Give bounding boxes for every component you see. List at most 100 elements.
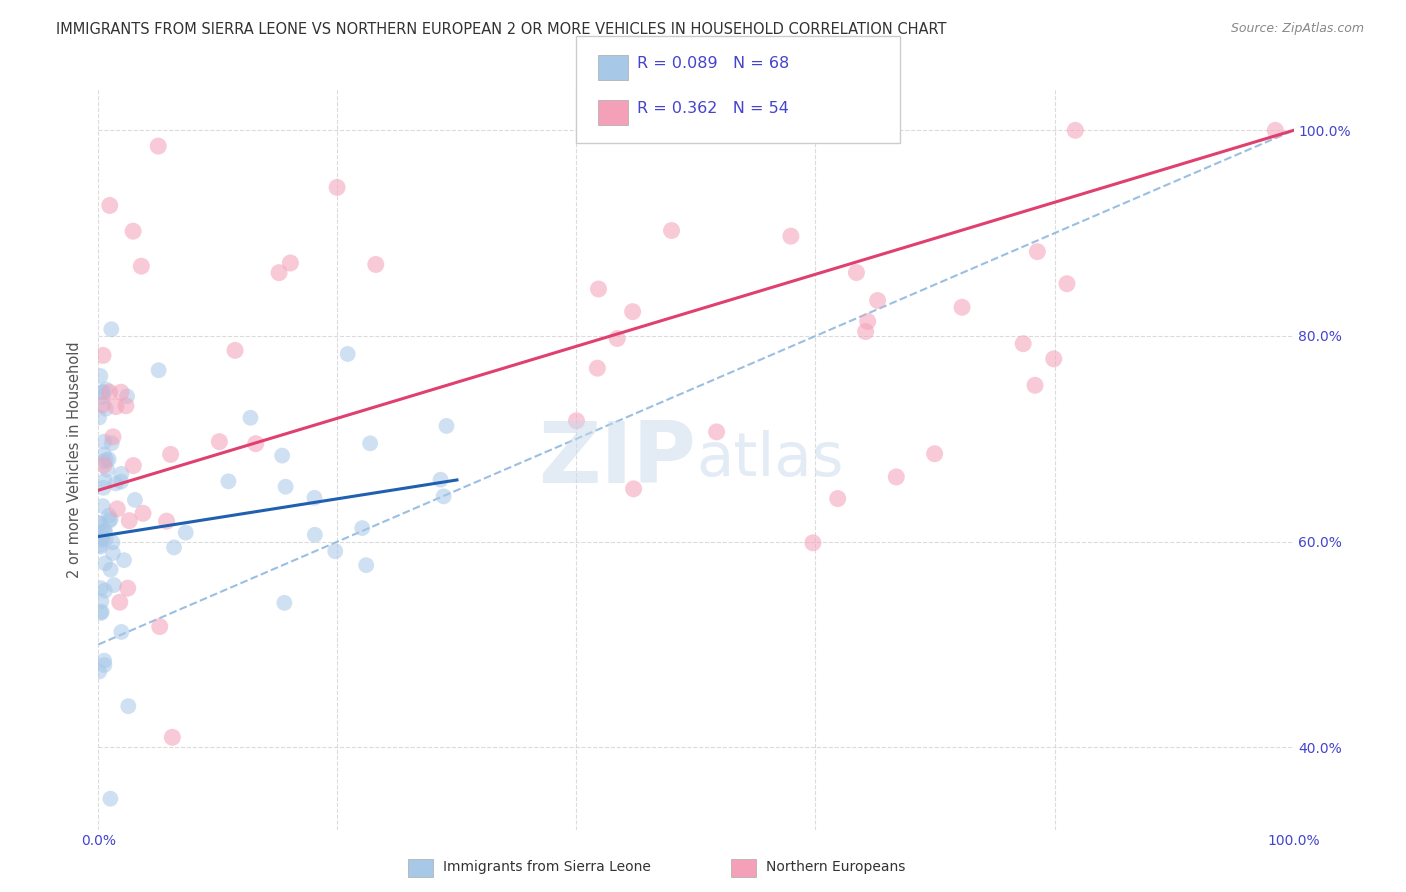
Point bbox=[91, 385, 114, 400]
Point bbox=[105, 501, 128, 516]
Point bbox=[90, 605, 112, 619]
Point bbox=[845, 266, 868, 280]
Point bbox=[606, 331, 628, 345]
Point bbox=[91, 531, 114, 545]
Point bbox=[110, 385, 132, 400]
Point bbox=[89, 369, 111, 384]
Point bbox=[91, 348, 114, 362]
Point bbox=[1264, 123, 1286, 137]
Point bbox=[101, 546, 124, 560]
Point bbox=[98, 198, 121, 212]
Point bbox=[124, 492, 146, 507]
Point bbox=[855, 325, 877, 339]
Point bbox=[273, 596, 295, 610]
Point bbox=[100, 563, 122, 577]
Point bbox=[98, 514, 121, 528]
Point bbox=[950, 300, 973, 314]
Point bbox=[866, 293, 889, 308]
Point bbox=[93, 454, 115, 468]
Text: Immigrants from Sierra Leone: Immigrants from Sierra Leone bbox=[443, 860, 651, 874]
Point bbox=[149, 619, 172, 633]
Point bbox=[104, 476, 127, 491]
Point bbox=[98, 791, 122, 805]
Point bbox=[93, 524, 115, 538]
Point bbox=[661, 223, 683, 237]
Point bbox=[924, 447, 946, 461]
Point bbox=[93, 474, 115, 488]
Point bbox=[93, 458, 115, 472]
Point bbox=[91, 398, 114, 412]
Point bbox=[100, 512, 122, 526]
Point bbox=[148, 139, 170, 153]
Point bbox=[779, 229, 801, 244]
Point bbox=[91, 390, 114, 404]
Point bbox=[94, 401, 117, 416]
Point bbox=[884, 470, 907, 484]
Point bbox=[117, 581, 139, 595]
Point bbox=[217, 475, 239, 489]
Point bbox=[122, 458, 145, 473]
Point bbox=[429, 473, 451, 487]
Point bbox=[87, 410, 110, 425]
Point bbox=[354, 558, 377, 573]
Text: Source: ZipAtlas.com: Source: ZipAtlas.com bbox=[1230, 22, 1364, 36]
Point bbox=[336, 347, 359, 361]
Point bbox=[1042, 351, 1064, 366]
Point bbox=[565, 414, 588, 428]
Point bbox=[96, 453, 118, 467]
Point bbox=[98, 508, 121, 523]
Point bbox=[274, 480, 297, 494]
Point bbox=[436, 419, 458, 434]
Point bbox=[588, 282, 610, 296]
Point bbox=[90, 581, 112, 595]
Text: Northern Europeans: Northern Europeans bbox=[766, 860, 905, 874]
Point bbox=[90, 533, 112, 547]
Point bbox=[280, 256, 302, 270]
Point bbox=[304, 527, 326, 541]
Point bbox=[208, 434, 231, 449]
Text: R = 0.089   N = 68: R = 0.089 N = 68 bbox=[637, 56, 789, 71]
Text: ZIP: ZIP bbox=[538, 417, 696, 501]
Point bbox=[89, 665, 111, 679]
Point bbox=[706, 425, 728, 439]
Point bbox=[148, 363, 170, 377]
Point bbox=[304, 491, 326, 505]
Point bbox=[115, 399, 138, 413]
Point bbox=[1012, 336, 1035, 351]
Point bbox=[326, 180, 349, 194]
Point bbox=[856, 314, 879, 328]
Point bbox=[115, 389, 138, 403]
Point bbox=[91, 384, 114, 399]
Point bbox=[1026, 244, 1049, 259]
Point bbox=[93, 654, 115, 668]
Point bbox=[93, 658, 115, 673]
Point bbox=[621, 304, 644, 318]
Point bbox=[352, 521, 374, 535]
Point bbox=[101, 535, 124, 549]
Point bbox=[1064, 123, 1087, 137]
Point bbox=[103, 578, 125, 592]
Point bbox=[224, 343, 246, 358]
Point bbox=[122, 224, 145, 238]
Point bbox=[93, 481, 115, 495]
Point bbox=[97, 452, 120, 467]
Point bbox=[155, 514, 177, 528]
Point bbox=[110, 467, 132, 481]
Point bbox=[364, 258, 387, 272]
Point bbox=[359, 436, 381, 450]
Point bbox=[827, 491, 849, 506]
Point bbox=[96, 463, 118, 477]
Point bbox=[271, 449, 294, 463]
Point bbox=[1056, 277, 1078, 291]
Point bbox=[586, 361, 609, 376]
Point bbox=[323, 544, 346, 558]
Point bbox=[163, 541, 186, 555]
Point bbox=[87, 516, 110, 530]
Point bbox=[118, 514, 141, 528]
Point bbox=[94, 583, 117, 598]
Point bbox=[104, 400, 127, 414]
Point bbox=[112, 553, 135, 567]
Point bbox=[101, 430, 124, 444]
Point bbox=[117, 699, 139, 714]
Point bbox=[89, 539, 111, 553]
